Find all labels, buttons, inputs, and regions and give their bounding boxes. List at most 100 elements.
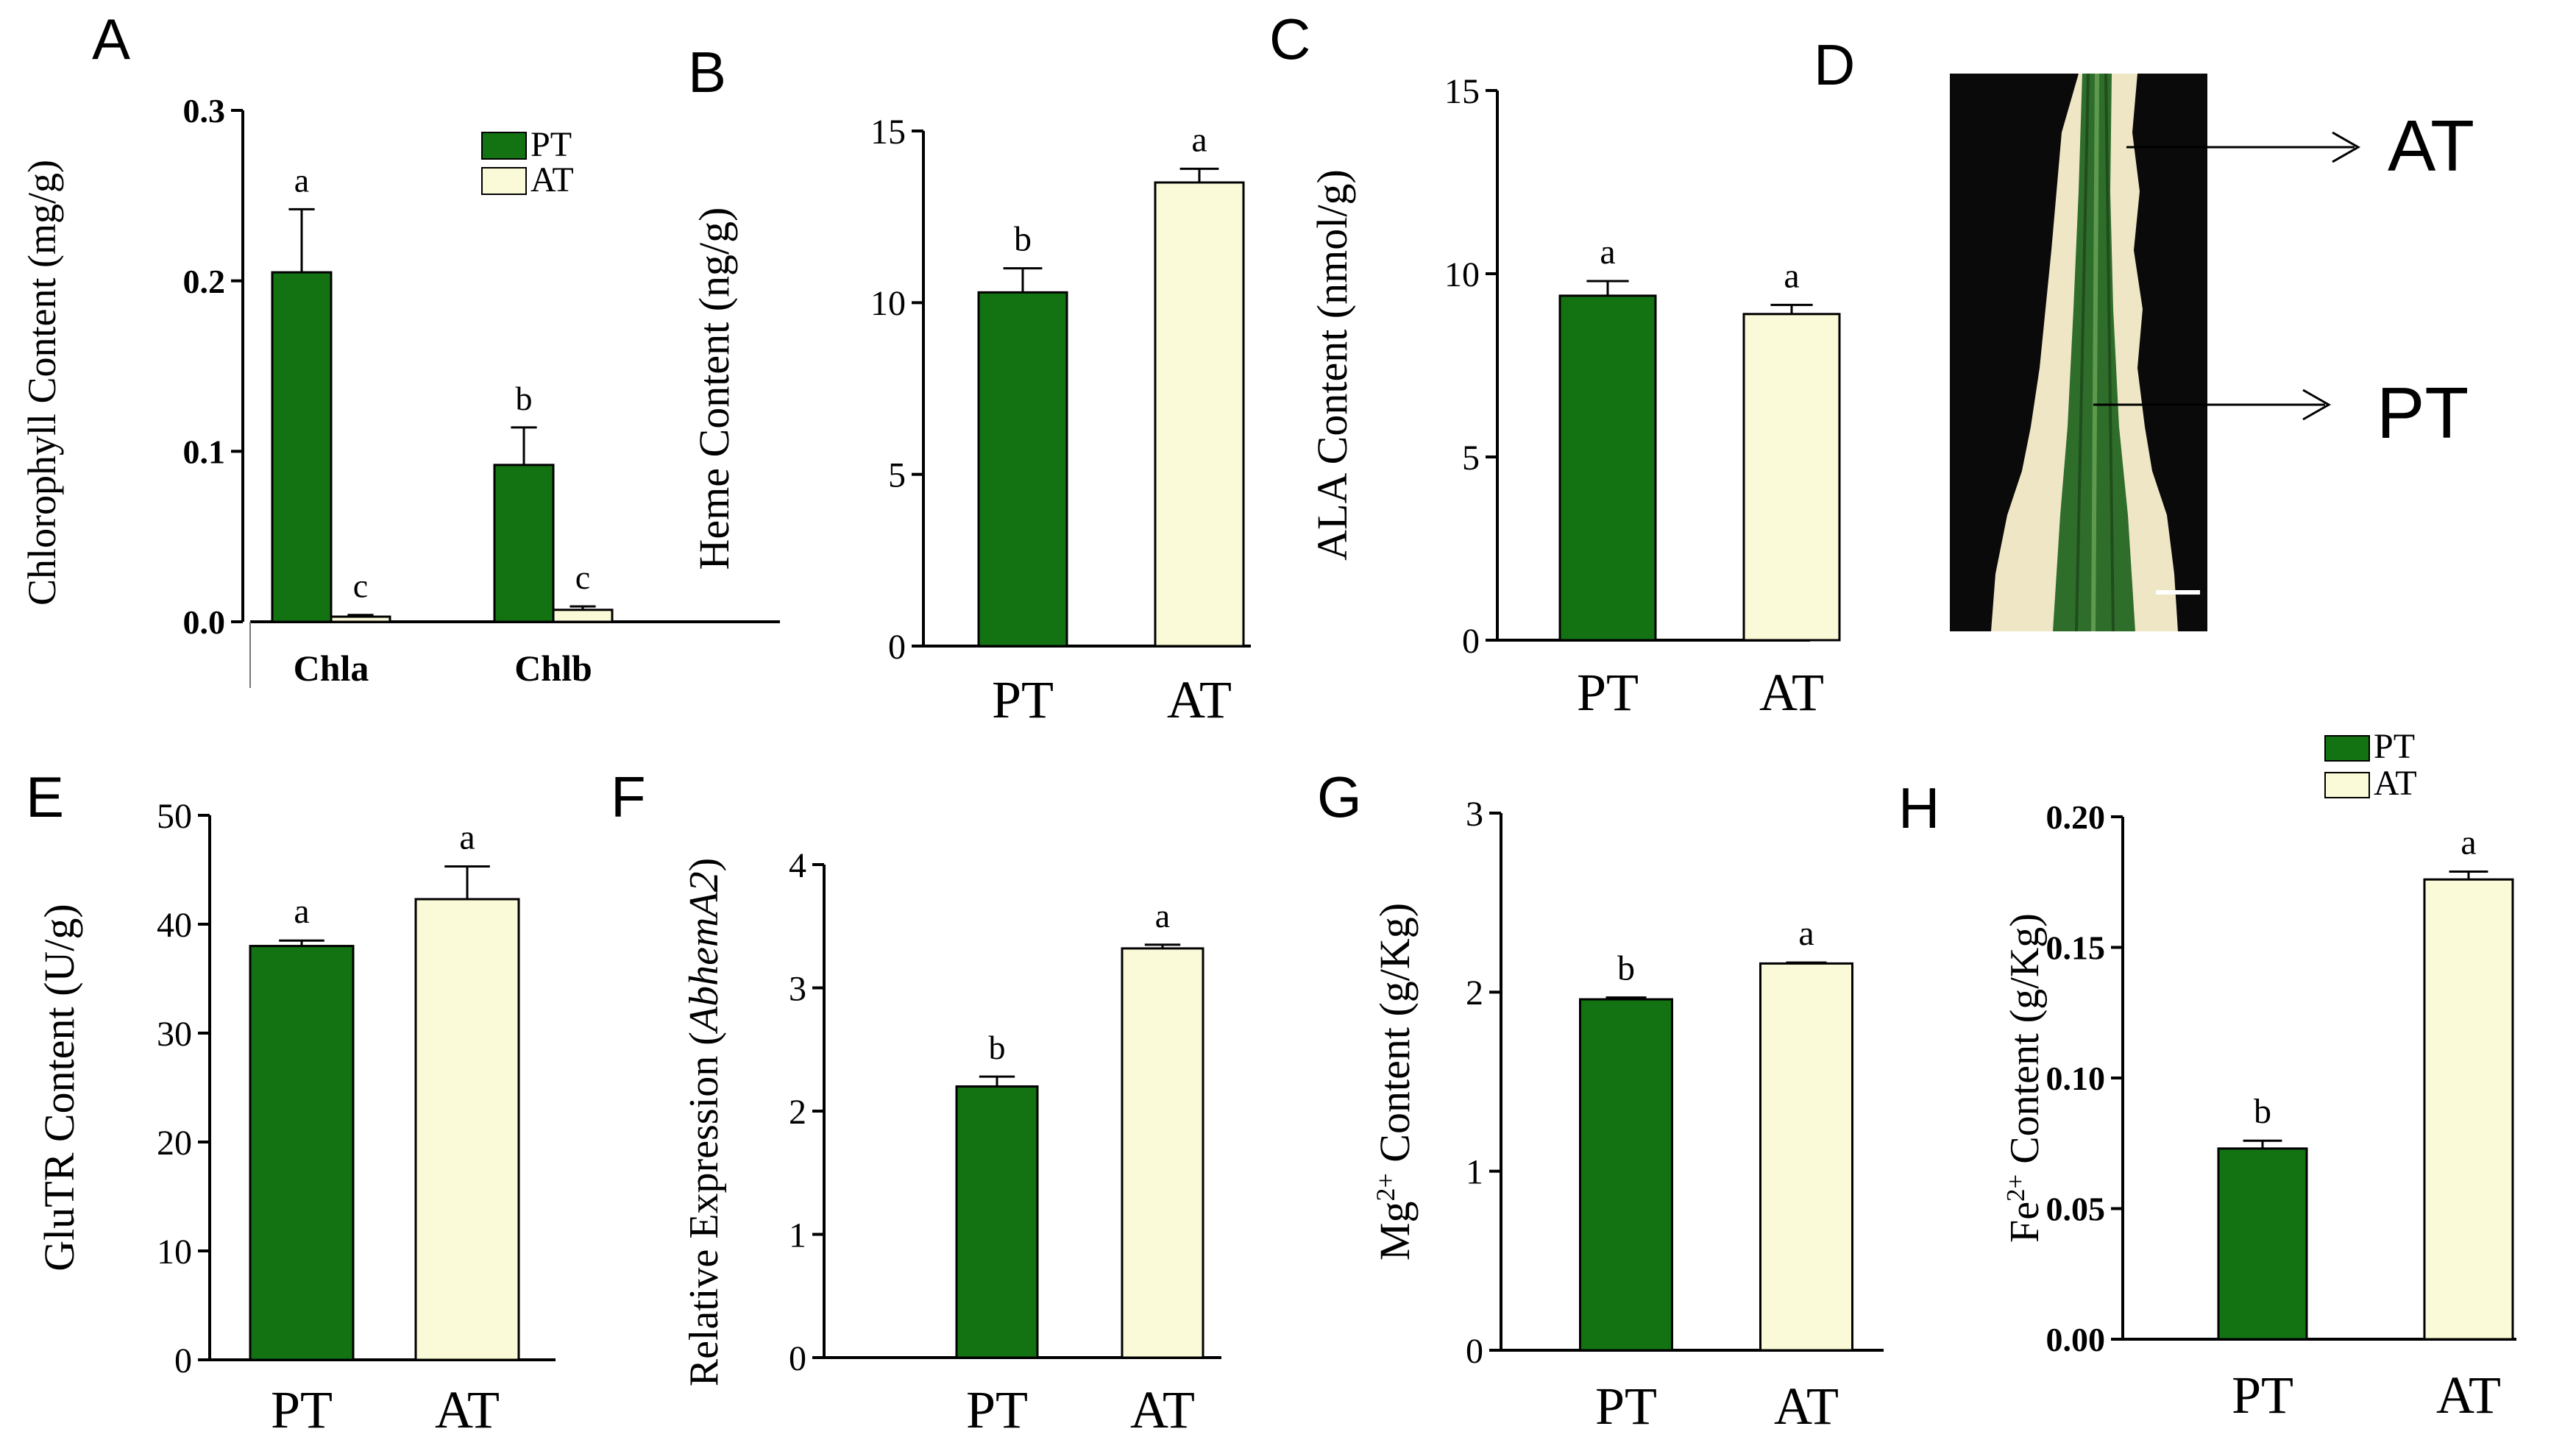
bar-at-significance-letter: a — [1798, 914, 1814, 953]
bar-pt-chlb-bar — [493, 464, 555, 623]
panel-letter-e: E — [26, 765, 64, 829]
chart-panel-g: Mg2+ Content (g/Kg) 0 1 2 3 b PT a AT — [1371, 795, 1884, 1436]
bar-pt-significance-letter: b — [2254, 1092, 2271, 1131]
y-tick-label: 5 — [888, 455, 906, 494]
y-tick-label: 0 — [789, 1339, 806, 1378]
y-tick-label: 0 — [174, 1341, 192, 1380]
legend-swatch-pt — [2324, 735, 2370, 762]
bar-at-significance-letter: a — [1155, 897, 1170, 935]
y-axis-label: ALA Content (nmol/g) — [1308, 169, 1356, 561]
y-axis-label: Heme Content (ng/g) — [690, 208, 738, 570]
y-tick-label: 3 — [789, 969, 806, 1008]
photo-label-pt: PT — [2377, 372, 2469, 453]
y-tick-label: 0.15 — [2046, 929, 2106, 967]
bar-pt-bar — [2217, 1147, 2308, 1341]
y-tick-label: 0.2 — [183, 263, 226, 300]
y-tick-label: 4 — [789, 846, 806, 885]
bar-pt-significance-letter: a — [294, 892, 309, 931]
legend-label-at: AT — [531, 160, 574, 199]
panel-letter-b: B — [688, 40, 726, 104]
y-tick-label: 10 — [870, 284, 906, 323]
arrowhead-pt — [2302, 389, 2332, 421]
bar-at-chla-bar — [330, 615, 391, 623]
panel-letter-c: C — [1269, 7, 1310, 71]
x-category-label: AT — [1130, 1380, 1195, 1439]
y-axis-label: Mg2+ Content (g/Kg) — [1371, 903, 1419, 1260]
bar-at-bar — [1121, 947, 1204, 1359]
legend-swatch-at — [2324, 772, 2370, 798]
y-tick-label: 5 — [1462, 439, 1480, 478]
x-category-label: AT — [2436, 1366, 2501, 1425]
y-axis-label: GluTR Content (U/g) — [35, 904, 83, 1271]
y-tick-label: 0 — [1462, 622, 1480, 661]
x-category-label: PT — [2232, 1366, 2293, 1425]
bar-at-bar — [414, 898, 520, 1361]
y-tick-label: 3 — [1466, 795, 1483, 834]
legend-swatch-pt — [481, 132, 527, 160]
chart-panel-h: Fe2+ Content (g/Kg) 0.00 0.05 0.10 0.15 0.20 b… — [2001, 727, 2516, 1425]
y-tick-label: 15 — [1444, 72, 1480, 111]
y-tick-label: 0.20 — [2046, 798, 2106, 836]
x-category-label: AT — [1167, 670, 1232, 729]
leaf-vein — [2075, 73, 2090, 632]
y-tick-label: 10 — [157, 1233, 192, 1272]
leaf-vein — [2104, 73, 2115, 632]
bar-pt-significance-letter: b — [1014, 220, 1032, 259]
legend-label-at: AT — [2374, 764, 2417, 803]
bar-at-significance-letter: a — [1784, 256, 1799, 295]
panel-letter-f: F — [611, 765, 646, 829]
bar-pt-chla-significance-letter: a — [294, 161, 309, 199]
chart-panel-a: Chlorophyll Content (mg/g) 0.0 0.1 0.2 0.3 a b… — [20, 92, 780, 689]
y-axis-label: Chlorophyll Content (mg/g) — [20, 160, 64, 606]
leaf-midrib — [2091, 73, 2099, 632]
legend-label-pt: PT — [531, 125, 572, 164]
bar-at-bar — [1742, 313, 1841, 642]
x-category-label: AT — [1774, 1377, 1839, 1436]
bar-pt-significance-letter: b — [989, 1029, 1006, 1066]
y-tick-label: 0.00 — [2046, 1321, 2106, 1358]
y-tick-label: 20 — [157, 1124, 192, 1163]
x-category-label: PT — [1577, 663, 1639, 722]
bar-pt-significance-letter: b — [1617, 949, 1635, 988]
panel-letter-g: G — [1317, 765, 1362, 829]
y-tick-label: 15 — [870, 113, 906, 152]
bar-at-bar — [1154, 181, 1245, 648]
x-category-label: Chla — [294, 648, 369, 689]
y-tick-label: 2 — [1466, 974, 1483, 1013]
bar-pt-bar — [955, 1085, 1039, 1359]
y-tick-label: 1 — [1466, 1152, 1483, 1191]
leaf-photo-panel: AT PT — [1950, 73, 2474, 632]
legend-swatch-at — [481, 167, 527, 195]
x-category-label: PT — [1595, 1377, 1657, 1436]
bar-pt-chlb-significance-letter: b — [516, 380, 533, 417]
bar-at-chlb-significance-letter: c — [575, 558, 590, 596]
x-category-label: Chlb — [514, 648, 592, 689]
y-tick-label: 50 — [157, 797, 192, 836]
chart-panel-b: Heme Content (ng/g) 0 5 10 15 b PT a AT — [690, 113, 1251, 729]
bar-at-bar — [2423, 878, 2514, 1341]
y-tick-label: 0.1 — [183, 433, 226, 470]
panel-letter-h: H — [1898, 776, 1940, 840]
y-tick-label: 0.0 — [183, 603, 226, 641]
panel-letter-d: D — [1814, 32, 1855, 97]
y-tick-label: 0.05 — [2046, 1191, 2106, 1228]
panel-letter-a: A — [92, 7, 130, 71]
bar-at-bar — [1759, 962, 1853, 1352]
x-category-label: PT — [271, 1380, 333, 1439]
bar-at-significance-letter: a — [1191, 120, 1207, 159]
bar-pt-significance-letter: a — [1600, 233, 1615, 272]
chart-panel-e: GluTR Content (U/g) 0 10 20 30 40 50 a PT a AT — [35, 797, 556, 1439]
bar-at-chla-significance-letter: c — [353, 567, 368, 605]
x-category-label: PT — [992, 670, 1054, 729]
bar-pt-bar — [1558, 294, 1657, 642]
bar-pt-bar — [249, 945, 355, 1361]
y-tick-label: 0.10 — [2046, 1060, 2106, 1097]
bar-at-significance-letter: a — [2460, 823, 2476, 862]
bar-pt-chla-bar — [271, 271, 333, 623]
x-category-label: AT — [1759, 663, 1824, 722]
y-tick-label: 1 — [789, 1216, 806, 1255]
y-axis-label: Relative Expression (AbhemA2) — [681, 858, 727, 1386]
x-category-label: PT — [966, 1380, 1028, 1439]
bar-at-significance-letter: a — [459, 818, 475, 857]
x-category-label: AT — [435, 1380, 500, 1439]
